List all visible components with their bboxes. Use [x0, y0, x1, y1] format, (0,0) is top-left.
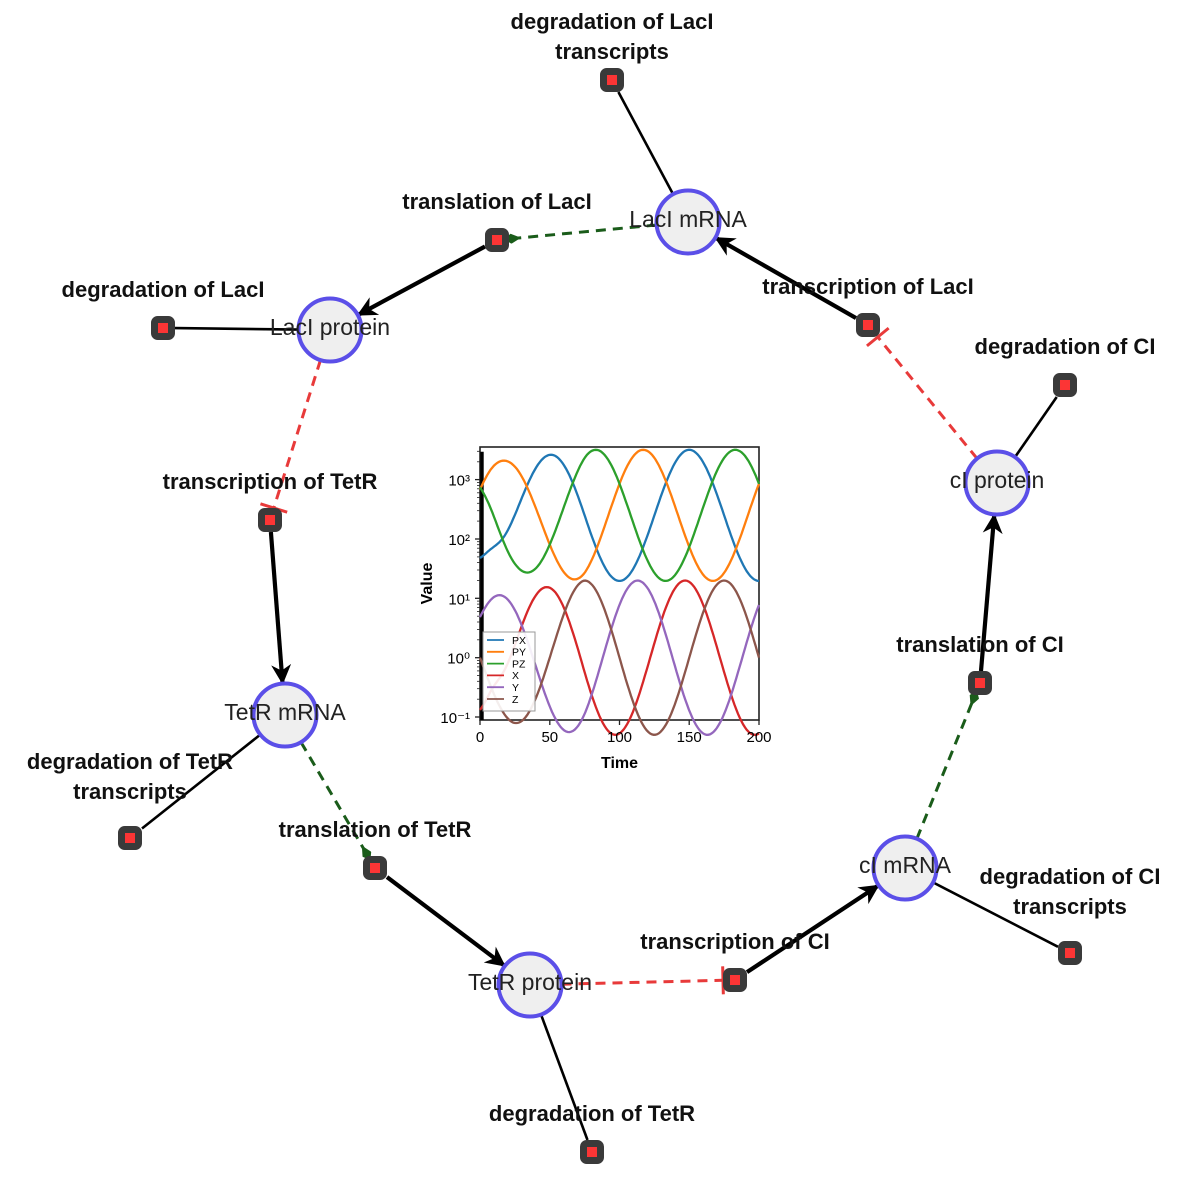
svg-text:Value: Value: [419, 563, 436, 605]
svg-text:PY: PY: [512, 647, 526, 659]
svg-text:10²: 10²: [448, 532, 470, 549]
svg-text:0: 0: [476, 729, 484, 746]
svg-text:100: 100: [607, 729, 632, 746]
svg-text:10⁻¹: 10⁻¹: [440, 710, 470, 727]
svg-text:200: 200: [746, 729, 771, 746]
svg-text:Y: Y: [512, 682, 519, 694]
svg-text:X: X: [512, 670, 519, 682]
svg-text:PZ: PZ: [512, 658, 526, 670]
svg-text:Z: Z: [512, 694, 519, 706]
svg-text:50: 50: [541, 729, 558, 746]
svg-text:150: 150: [677, 729, 702, 746]
svg-text:PX: PX: [512, 635, 526, 647]
svg-text:Time: Time: [601, 755, 638, 772]
svg-text:10¹: 10¹: [448, 591, 470, 608]
svg-text:10⁰: 10⁰: [447, 651, 470, 668]
